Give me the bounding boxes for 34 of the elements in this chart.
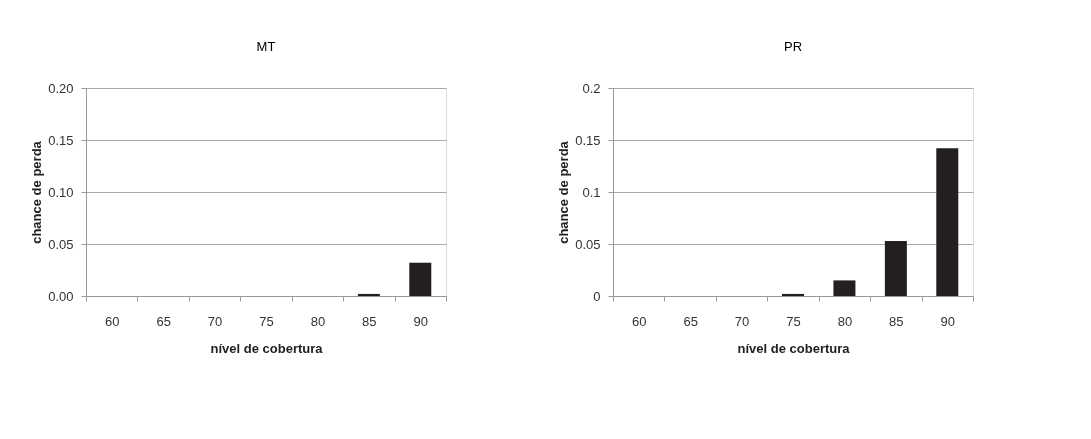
y-tick-label: 0.1: [582, 184, 601, 200]
x-tick-label: 70: [207, 313, 223, 329]
x-tick-label: 90: [940, 313, 956, 329]
x-tick-label: 80: [837, 313, 853, 329]
x-tick-label: 85: [362, 313, 377, 329]
bar: [936, 148, 959, 296]
x-tick-label: 90: [413, 313, 429, 329]
x-tick-label: 60: [631, 313, 647, 329]
y-tick-label: 0.20: [48, 80, 74, 96]
x-tick-label: 80: [310, 313, 326, 329]
y-tick-label: 0.15: [48, 132, 74, 148]
y-axis-title: chance de perda: [29, 140, 45, 244]
y-tick-label: 0.00: [48, 288, 74, 304]
x-tick-label: 65: [156, 313, 171, 329]
chart-title: MT: [256, 39, 276, 54]
y-tick-label: 0.05: [575, 236, 601, 252]
bar: [833, 280, 856, 296]
chart-title: PR: [783, 39, 803, 54]
x-tick-label: 75: [259, 313, 274, 329]
y-tick-label: 0.05: [48, 236, 74, 252]
y-tick-label: 0.10: [48, 184, 74, 200]
x-tick-label: 75: [786, 313, 801, 329]
x-tick-label: 70: [734, 313, 750, 329]
y-tick-label: 0.15: [575, 132, 601, 148]
x-axis-title: nível de cobertura: [210, 340, 324, 356]
y-tick-label: 0.2: [582, 80, 601, 96]
bar: [782, 293, 804, 296]
x-tick-label: 65: [683, 313, 698, 329]
y-axis-title: chance de perda: [556, 140, 572, 244]
bar: [884, 240, 907, 296]
y-tick-label: 0: [593, 288, 601, 304]
x-tick-label: 60: [104, 313, 120, 329]
x-tick-label: 85: [889, 313, 904, 329]
x-axis-title: nível de cobertura: [737, 340, 851, 356]
